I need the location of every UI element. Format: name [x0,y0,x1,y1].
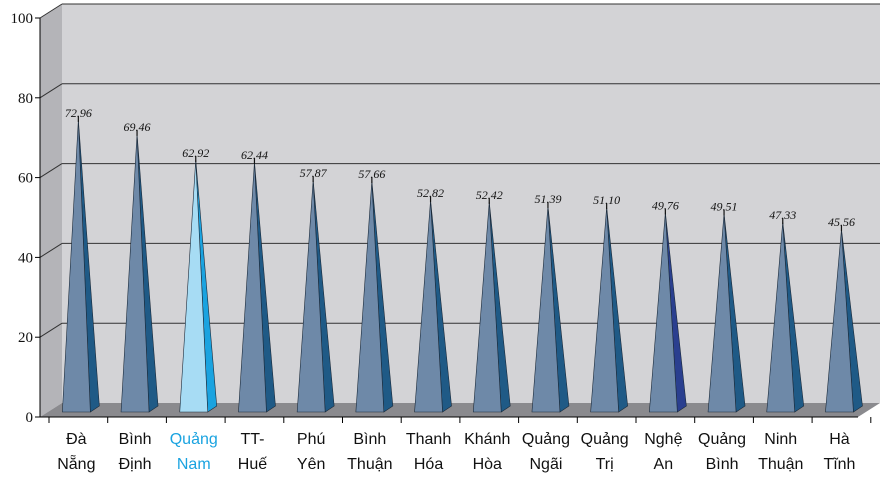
data-label: 49.51 [711,199,738,213]
bar-khánh-hòa [472,197,511,413]
x-tick-label: Trị [596,456,614,473]
x-tick-label: TT- [240,431,264,448]
bar-tt--huế [238,157,276,413]
labels: 72.96 Đà Nẵng 69.46 Bình Định 62.92 Quảng Nam 62.… [57,106,855,473]
bar-front-face [766,222,796,413]
x-tick-label: Quảng [698,431,746,448]
bar-front-face [825,229,854,413]
data-label: 57.87 [300,166,328,180]
data-label: 51.39 [534,192,561,206]
bar-quảng-ngãi [531,201,570,413]
x-tick-label: Tĩnh [823,456,855,473]
x-tick-label: Quảng [170,431,218,448]
x-tick-label: Quảng [581,431,629,448]
x-tick-label: Ninh [764,431,797,448]
gridline-diagonal [39,3,63,19]
x-tick-label: Đà [66,431,87,448]
x-tick-label: Quảng [522,431,570,448]
data-label: 57.66 [358,167,385,181]
bars [62,115,863,413]
bar-quảng-nam [179,155,218,413]
gridline-diagonal [39,163,63,179]
bar-quảng-trị [590,203,628,413]
x-tick-label: An [654,456,674,473]
gridline-diagonal [39,322,63,338]
x-tick-label: Thuận [758,456,803,473]
y-tick-label: 80 [18,91,33,107]
x-tick-label: Nam [177,456,211,473]
x-tick-label: Hòa [473,456,502,473]
bar-phú-yên [296,176,335,413]
bar-front-face [531,205,561,413]
x-tick-label: Bình [353,431,386,448]
x-tick-label: Huế [238,456,267,473]
data-label: 62.44 [241,148,268,162]
bar-bình-định [120,129,159,413]
data-label: 49.76 [652,198,679,212]
x-tick-label: Thuận [347,456,392,473]
bar-front-face [472,201,502,413]
y-tick-label: 40 [18,250,33,266]
y-tick-label: 100 [11,11,34,27]
bar-quảng-bình [707,209,746,413]
bar-front-face [414,200,443,413]
y-tick-label: 20 [18,330,33,346]
x-tick-label: Nẵng [57,454,95,473]
x-tick-label: Bình [706,456,739,473]
gridline-diagonal [39,242,63,258]
x-tick-label: Khánh [464,431,510,448]
side-wall [40,4,62,417]
x-tick-label: Yên [297,456,325,473]
data-label: 47.33 [769,208,796,222]
bar-nghệ-an [649,208,687,413]
bar-front-face [707,213,737,413]
data-label: 51.10 [593,193,620,207]
bar-front-face [120,133,150,413]
bar-ninh-thuận [766,218,805,413]
x-tick-label: Nghệ [644,431,682,448]
y-tick-label: 60 [18,171,33,187]
data-label: 72.96 [65,106,92,120]
data-label: 62.92 [182,146,209,160]
bar-đà-nẵng [62,115,100,413]
bar-front-face [649,212,678,413]
gridline-diagonal [39,83,63,99]
y-tick-label: 0 [26,410,34,426]
x-tick-label: Định [119,456,152,473]
bar-bình-thuận [355,176,394,413]
x-tick-label: Ngãi [529,456,562,473]
x-tick-label: Hà [829,431,850,448]
data-label: 69.46 [124,120,151,134]
floor [40,403,880,417]
y-axis: 0 20 40 60 80 100 [11,11,872,426]
bar-front-face [590,207,619,413]
bar-hà-tĩnh [825,225,863,413]
bar-front-face [62,119,91,413]
x-tick-label: Hóa [414,456,443,473]
chart-background [40,4,880,417]
x-tick-label: Thanh [406,431,451,448]
bar-thanh-hóa [414,196,452,413]
bar-front-face [179,159,209,413]
bar-front-face [355,180,385,413]
bar-front-face [238,161,267,413]
x-tick-label: Phú [297,431,325,448]
bar-front-face [296,180,326,413]
data-label: 45.56 [828,215,855,229]
data-label: 52.82 [417,186,444,200]
data-label: 52.42 [476,188,503,202]
x-tick-label: Bình [119,431,152,448]
